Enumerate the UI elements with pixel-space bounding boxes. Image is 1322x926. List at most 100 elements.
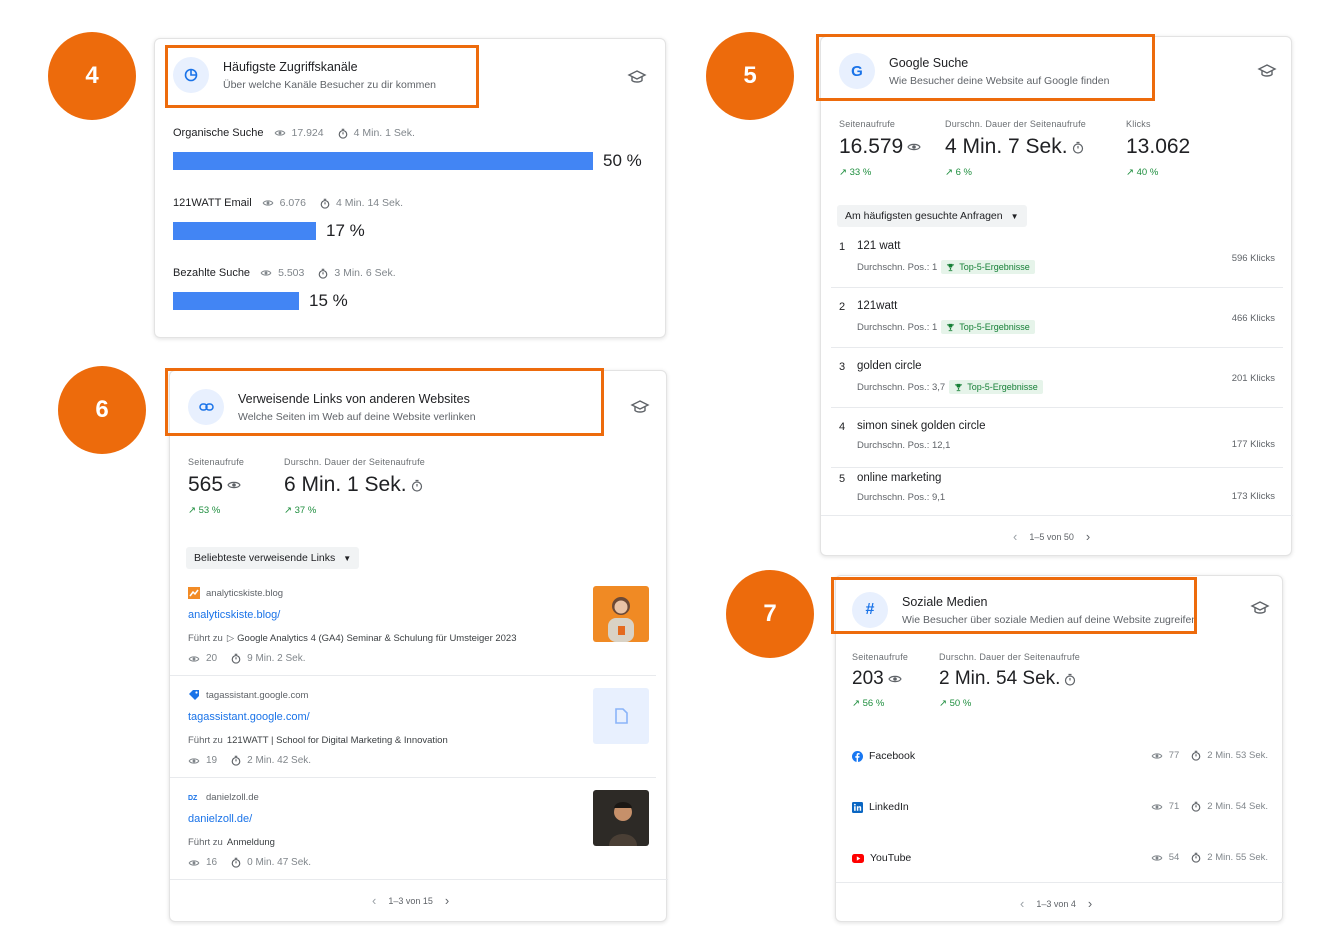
social-stats: 77 2 Min. 53 Sek. bbox=[1151, 750, 1268, 761]
query-row[interactable]: 4 simon sinek golden circle Durchschn. Pos… bbox=[821, 417, 1293, 468]
trend-up: ↗ 50 % bbox=[939, 698, 972, 709]
document-icon bbox=[593, 688, 649, 744]
referral-site: DZ danielzoll.de bbox=[188, 791, 259, 803]
referral-row: DZ danielzoll.de danielzoll.de/Führt zu Anm… bbox=[170, 787, 668, 887]
learn-icon[interactable] bbox=[1250, 600, 1270, 616]
query-rank: 4 bbox=[839, 421, 846, 433]
timer-icon bbox=[318, 268, 328, 279]
social-row[interactable]: YouTube 54 2 Min. 55 Sek. bbox=[836, 848, 1284, 878]
referral-link[interactable]: tagassistant.google.com/ bbox=[188, 711, 310, 723]
channel-percent: 50 % bbox=[603, 151, 642, 170]
query-term: golden circle bbox=[857, 360, 922, 372]
step-badge-5: 5 bbox=[706, 32, 794, 120]
top5-label: Top-5-Ergebnisse bbox=[967, 382, 1038, 392]
social-row[interactable]: LinkedIn 71 2 Min. 54 Sek. bbox=[836, 797, 1284, 827]
google-search-card: G Google Suche Wie Besucher deine Websit… bbox=[820, 36, 1293, 556]
next-page-icon[interactable]: › bbox=[1087, 896, 1093, 911]
query-position: Durchschn. Pos.: 1 bbox=[857, 261, 938, 273]
duration-value: 2 Min. 54 Sek. bbox=[1207, 801, 1268, 812]
social-name: LinkedIn bbox=[869, 801, 909, 813]
trend-up: ↗ 37 % bbox=[284, 505, 317, 516]
prev-page-icon[interactable]: ‹ bbox=[1020, 896, 1025, 911]
google-title: Google Suche bbox=[889, 55, 969, 70]
eye-icon bbox=[227, 480, 241, 490]
site-name: tagassistant.google.com bbox=[206, 689, 309, 701]
eye-icon bbox=[188, 859, 200, 867]
query-clicks: 596 Klicks bbox=[1231, 253, 1275, 264]
google-header: G Google Suche Wie Besucher deine Websit… bbox=[839, 53, 1109, 89]
timer-icon bbox=[231, 755, 241, 766]
target-page: Google Analytics 4 (GA4) Seminar & Schul… bbox=[237, 633, 517, 644]
queries-dropdown[interactable]: Am häufigsten gesuchte Anfragen ▼ bbox=[837, 205, 1027, 227]
query-row[interactable]: 5 online marketing Durchschn. Pos.: 9,1 173… bbox=[821, 469, 1293, 519]
eye-icon bbox=[888, 674, 902, 684]
social-row[interactable]: Facebook 77 2 Min. 53 Sek. bbox=[836, 746, 1284, 776]
divider bbox=[831, 407, 1283, 408]
metric-value: 565 bbox=[188, 473, 224, 496]
referrals-metric-duration: Durschn. Dauer der Seitenaufrufe 6 Min. … bbox=[284, 457, 425, 516]
next-page-icon[interactable]: › bbox=[444, 893, 450, 908]
top5-badge: Top-5-Ergebnisse bbox=[941, 320, 1035, 334]
caret-down-icon: ▼ bbox=[343, 553, 352, 563]
social-source: YouTube bbox=[852, 852, 911, 864]
learn-icon[interactable] bbox=[630, 399, 650, 415]
query-row[interactable]: 3 golden circle Durchschn. Pos.: 3,7 Top-5-… bbox=[821, 357, 1293, 408]
referrals-pager: ‹ 1–3 von 15 › bbox=[360, 893, 461, 908]
top5-badge: Top-5-Ergebnisse bbox=[941, 260, 1035, 274]
next-page-icon[interactable]: › bbox=[1085, 529, 1091, 544]
channel-meta: 121WATT Email 6.076 4 Min. 14 Sek. bbox=[173, 197, 403, 209]
prev-page-icon[interactable]: ‹ bbox=[1013, 529, 1018, 544]
social-name: YouTube bbox=[870, 852, 912, 864]
highlight-frame-5 bbox=[816, 34, 1155, 101]
eye-icon bbox=[188, 655, 200, 663]
channel-meta: Bezahlte Suche 5.503 3 Min. 6 Sek. bbox=[173, 267, 396, 279]
query-rank: 3 bbox=[839, 361, 846, 373]
trophy-icon bbox=[954, 383, 963, 392]
query-position: Durchschn. Pos.: 12,1 bbox=[857, 440, 951, 451]
channel-meta: Organische Suche 17.924 4 Min. 1 Sek. bbox=[173, 127, 415, 139]
referral-stats: 16 0 Min. 47 Sek. bbox=[188, 857, 311, 868]
divider bbox=[821, 515, 1293, 516]
referral-target: Führt zu Anmeldung bbox=[188, 837, 275, 848]
step-badge-7: 7 bbox=[726, 570, 814, 658]
views-value: 19 bbox=[206, 755, 218, 766]
views-value: 16 bbox=[206, 857, 218, 868]
referral-link[interactable]: danielzoll.de/ bbox=[188, 813, 253, 825]
channel-name: Organische Suche bbox=[173, 127, 264, 139]
divider bbox=[831, 347, 1283, 348]
referral-target: Führt zu ▷ Google Analytics 4 (GA4) Semina… bbox=[188, 633, 517, 644]
trend-up: ↗ 33 % bbox=[839, 167, 872, 178]
top5-label: Top-5-Ergebnisse bbox=[959, 262, 1030, 272]
youtube-icon bbox=[852, 853, 864, 863]
prev-page-icon[interactable]: ‹ bbox=[372, 893, 377, 908]
eye-icon bbox=[1151, 803, 1163, 811]
query-meta: Durchschn. Pos.: 1 Top-5-Ergebnisse bbox=[857, 260, 1035, 274]
channel-duration: 4 Min. 14 Sek. bbox=[320, 197, 403, 209]
eye-icon bbox=[274, 129, 286, 137]
eye-icon bbox=[188, 757, 200, 765]
query-rank: 1 bbox=[839, 241, 846, 253]
duration-value: 9 Min. 2 Sek. bbox=[247, 653, 306, 664]
referrals-subtitle: Welche Seiten im Web auf deine Website v… bbox=[238, 410, 476, 423]
author-photo-thumbnail bbox=[593, 790, 649, 846]
query-term: online marketing bbox=[857, 472, 942, 484]
query-row[interactable]: 2 121watt Durchschn. Pos.: 1 Top-5-Ergebnis… bbox=[821, 297, 1293, 348]
channel-row: Organische Suche 17.924 4 Min. 1 Sek. 50 % bbox=[173, 127, 653, 187]
learn-icon[interactable] bbox=[627, 69, 647, 85]
hashtag-icon: # bbox=[852, 592, 888, 628]
channel-views: 5.503 bbox=[260, 267, 304, 279]
learn-icon[interactable] bbox=[1257, 63, 1277, 79]
channel-bar bbox=[173, 292, 299, 310]
highlight-frame-7 bbox=[831, 577, 1197, 634]
duration-value: 4 Min. 1 Sek. bbox=[353, 127, 415, 139]
referrals-dropdown[interactable]: Beliebteste verweisende Links ▼ bbox=[186, 547, 360, 569]
target-page: Anmeldung bbox=[226, 837, 275, 848]
social-subtitle: Wie Besucher über soziale Medien auf dei… bbox=[902, 613, 1198, 626]
channel-views: 17.924 bbox=[274, 127, 324, 139]
referral-stats: 20 9 Min. 2 Sek. bbox=[188, 653, 305, 664]
query-row[interactable]: 1 121 watt Durchschn. Pos.: 1 Top-5-Ergebni… bbox=[821, 237, 1293, 288]
author-photo-thumbnail bbox=[593, 586, 649, 642]
metric-label: Seitenaufrufe bbox=[188, 457, 245, 467]
referral-link[interactable]: analyticskiste.blog/ bbox=[188, 609, 281, 621]
site-name: analyticskiste.blog bbox=[206, 587, 284, 599]
